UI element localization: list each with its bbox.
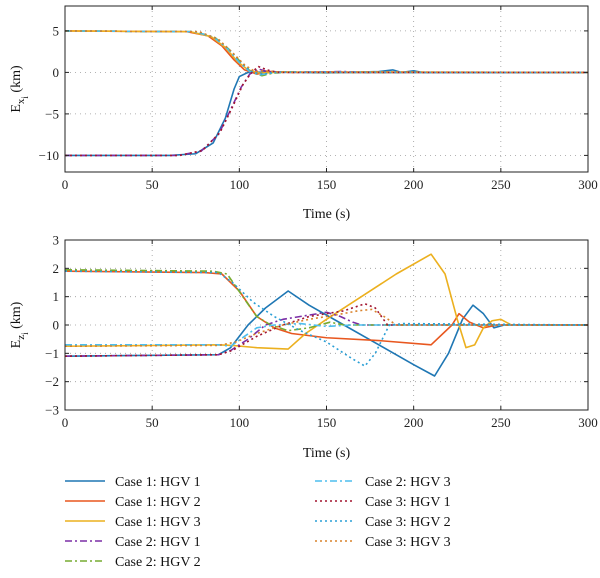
series-line-3 bbox=[64, 253, 588, 350]
bottom-chart-ez: 0 50 100 150 200 250 300 −3 −2 −1 0 1 2 3 Time (s) Ezi … bbox=[9, 233, 598, 462]
series-line-8 bbox=[64, 270, 589, 367]
x-tick-label: 100 bbox=[230, 177, 250, 192]
series-line-4 bbox=[65, 68, 588, 157]
series-line-2 bbox=[64, 270, 588, 346]
x-tick-label: 250 bbox=[491, 415, 511, 430]
y-axis-title: Exi (km) bbox=[9, 65, 30, 113]
legend-label: Case 2: HGV 3 bbox=[365, 475, 451, 490]
y-tick-label: 0 bbox=[53, 65, 60, 80]
legend-item-6: Case 2: HGV 3 bbox=[315, 475, 451, 490]
legend-item-1: Case 1: HGV 1 bbox=[65, 475, 201, 490]
y-tick-label: −5 bbox=[45, 106, 59, 121]
x-tick-label: 50 bbox=[146, 177, 159, 192]
legend-label: Case 3: HGV 1 bbox=[365, 495, 451, 510]
x-axis-title: Time (s) bbox=[303, 207, 351, 222]
legend-label: Case 2: HGV 2 bbox=[115, 555, 201, 570]
series-line-7 bbox=[64, 302, 588, 357]
series-line-2 bbox=[64, 30, 588, 75]
x-tick-label: 150 bbox=[317, 177, 337, 192]
y-axis-title: Ezi (km) bbox=[9, 301, 30, 348]
y-tick-label: 2 bbox=[53, 261, 60, 276]
legend-item-8: Case 3: HGV 2 bbox=[315, 515, 451, 530]
legend-item-5: Case 2: HGV 2 bbox=[65, 555, 201, 570]
legend-item-9: Case 3: HGV 3 bbox=[315, 535, 451, 550]
y-tick-label: −10 bbox=[39, 148, 59, 163]
legend-label: Case 3: HGV 2 bbox=[365, 515, 451, 530]
legend-label: Case 2: HGV 1 bbox=[115, 535, 201, 550]
x-tick-label: 200 bbox=[404, 177, 424, 192]
legend-item-2: Case 1: HGV 2 bbox=[65, 495, 201, 510]
legend: Case 1: HGV 1 Case 1: HGV 2 Case 1: HGV 3 C… bbox=[65, 475, 451, 570]
y-tick-label: −2 bbox=[45, 374, 59, 389]
x-tick-label: 300 bbox=[578, 415, 598, 430]
legend-item-3: Case 1: HGV 3 bbox=[65, 515, 201, 530]
legend-label: Case 1: HGV 2 bbox=[115, 495, 201, 510]
legend-label: Case 3: HGV 3 bbox=[365, 535, 451, 550]
y-tick-label: 1 bbox=[53, 289, 60, 304]
y-tick-label: −1 bbox=[45, 346, 59, 361]
x-tick-label: 300 bbox=[578, 177, 598, 192]
series-line-1 bbox=[64, 290, 588, 377]
x-tick-label: 250 bbox=[491, 177, 511, 192]
x-tick-label: 0 bbox=[62, 177, 69, 192]
x-tick-label: 200 bbox=[404, 415, 424, 430]
series-line-4 bbox=[64, 311, 588, 357]
legend-label: Case 1: HGV 1 bbox=[115, 475, 201, 490]
x-tick-label: 150 bbox=[317, 415, 337, 430]
series-line-6 bbox=[65, 322, 588, 348]
y-tick-label: 5 bbox=[53, 23, 60, 38]
series-line-8 bbox=[64, 30, 588, 75]
series-line-7 bbox=[65, 65, 588, 157]
series-line-5 bbox=[64, 30, 588, 77]
series-line-9 bbox=[64, 308, 588, 348]
y-tick-label: 0 bbox=[53, 318, 60, 333]
y-tick-label: 3 bbox=[53, 233, 60, 248]
x-tick-label: 0 bbox=[62, 415, 69, 430]
top-chart-ex: 0 50 100 150 200 250 300 −10 −5 0 5 Time (s) Exi (km… bbox=[9, 5, 598, 222]
series-line-6 bbox=[64, 30, 588, 76]
legend-item-7: Case 3: HGV 1 bbox=[315, 495, 451, 510]
legend-item-4: Case 2: HGV 1 bbox=[65, 535, 201, 550]
legend-label: Case 1: HGV 3 bbox=[115, 515, 201, 530]
y-tick-label: −3 bbox=[45, 403, 59, 418]
series-line-1 bbox=[65, 69, 588, 157]
x-tick-label: 100 bbox=[230, 415, 250, 430]
x-tick-label: 50 bbox=[146, 415, 159, 430]
x-axis-title: Time (s) bbox=[303, 446, 351, 461]
